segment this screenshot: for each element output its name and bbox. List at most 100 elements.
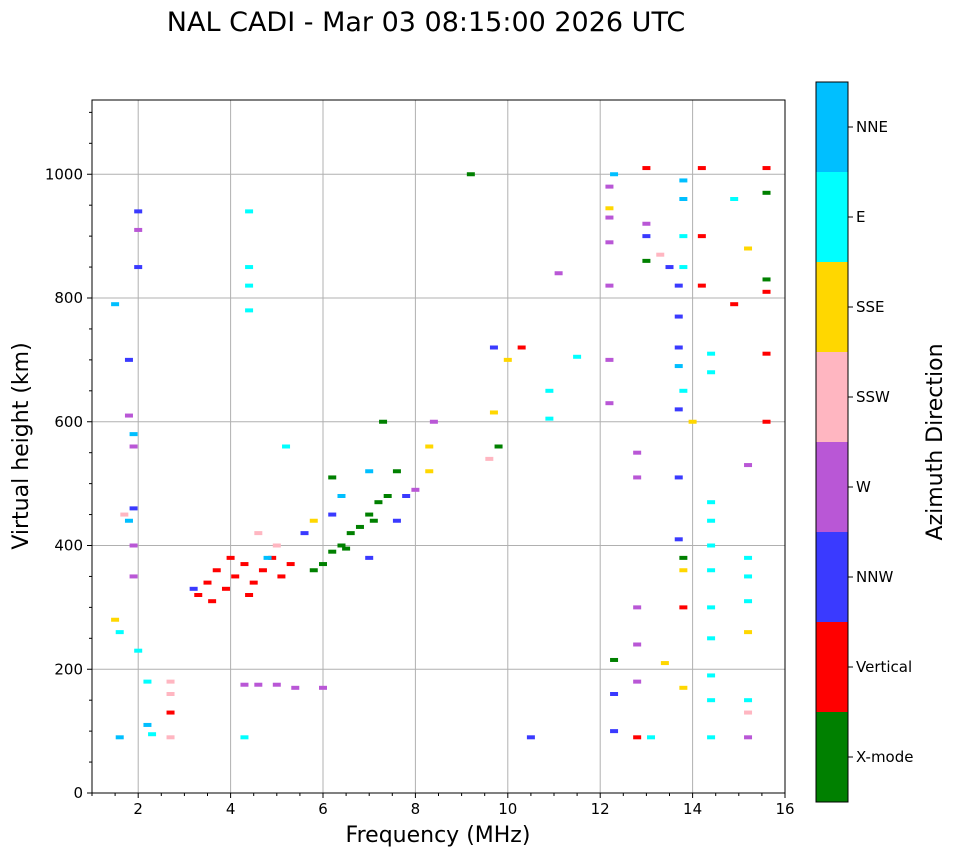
echo-point [129, 574, 138, 579]
echo-point [129, 444, 138, 449]
echo-point [489, 410, 498, 415]
echo-point [328, 549, 337, 554]
echo-point [245, 209, 254, 214]
echo-point [134, 648, 143, 653]
series-vertical [166, 166, 771, 740]
echo-point [263, 555, 272, 560]
echo-point [642, 258, 651, 263]
echo-point [231, 574, 240, 579]
chart-title: NAL CADI - Mar 03 08:15:00 2026 UTC [167, 7, 685, 38]
echo-point [392, 518, 401, 523]
echo-point [707, 698, 716, 703]
echo-point [674, 537, 683, 542]
echo-point [610, 172, 619, 177]
echo-point [485, 456, 494, 461]
echo-point [656, 252, 665, 257]
echo-point [277, 574, 286, 579]
echo-point [707, 518, 716, 523]
x-tick-label: 4 [226, 800, 236, 818]
echo-point [383, 494, 392, 498]
echo-point [429, 419, 438, 424]
echo-point [633, 605, 642, 610]
echo-point [679, 178, 688, 183]
echo-point [342, 546, 351, 551]
plot-background [92, 100, 785, 793]
echo-point [124, 357, 133, 362]
echo-point [707, 370, 716, 375]
echo-point [466, 172, 475, 177]
echo-point [129, 543, 138, 548]
echo-point [143, 722, 152, 727]
echo-point [526, 735, 535, 740]
echo-point [674, 407, 683, 412]
echo-point [425, 469, 434, 474]
echo-point [517, 345, 526, 350]
echo-point [337, 543, 346, 548]
echo-point [744, 698, 753, 703]
echo-point [258, 568, 267, 573]
echo-point [642, 234, 651, 239]
y-tick-label: 400 [54, 537, 83, 555]
echo-point [425, 444, 434, 449]
y-tick-label: 600 [54, 413, 83, 431]
echo-point [494, 444, 503, 449]
echo-point [762, 277, 771, 282]
echo-point [707, 500, 716, 505]
series-nne [111, 172, 688, 740]
echo-point [679, 388, 688, 393]
echo-point [674, 345, 683, 350]
series-w [124, 184, 753, 740]
echo-point [194, 593, 203, 597]
echo-point [744, 555, 753, 560]
echo-point [688, 419, 697, 424]
x-tick-label: 6 [318, 800, 328, 818]
y-axis: 0 200 400 600 800 1000 [45, 111, 92, 802]
echo-point [707, 735, 716, 740]
echo-point [707, 351, 716, 356]
echo-point [633, 475, 642, 480]
echo-point [642, 166, 651, 171]
echo-point [374, 500, 383, 505]
series-nnw [124, 209, 683, 740]
colorbar-segment [816, 82, 848, 172]
echo-point [240, 562, 249, 567]
echo-point [143, 679, 152, 684]
echo-point [240, 682, 249, 687]
colorbar-segment [816, 712, 848, 802]
echo-point [674, 314, 683, 319]
series-e [115, 197, 753, 740]
y-tick-label: 0 [73, 784, 83, 802]
echo-point [355, 524, 364, 529]
echo-point [647, 735, 656, 740]
colorbar-segment [816, 622, 848, 712]
x-axis-label: Frequency (MHz) [346, 823, 531, 848]
colorbar-segment [816, 352, 848, 442]
colorbar-segment [816, 262, 848, 352]
echo-point [337, 494, 346, 498]
echo-point [489, 345, 498, 350]
x-tick-label: 12 [591, 800, 610, 818]
echo-point [707, 568, 716, 573]
colorbar-tick-label: W [856, 478, 871, 496]
colorbar-tick-label: SSE [856, 298, 885, 316]
echo-point [319, 562, 327, 567]
echo-point [545, 416, 554, 421]
echo-point [610, 729, 619, 734]
echo-point [124, 518, 133, 523]
echo-point [744, 710, 753, 715]
echo-point [679, 197, 688, 201]
echo-point [744, 574, 753, 579]
echo-point [545, 388, 554, 393]
echo-point [605, 184, 614, 189]
echo-point [254, 531, 263, 536]
echo-point [762, 190, 771, 195]
echo-point [605, 215, 614, 220]
echo-point [245, 308, 254, 313]
echo-point [679, 685, 688, 690]
echo-point [679, 234, 688, 239]
echo-point [134, 209, 143, 214]
echo-point [365, 512, 374, 517]
echo-point [697, 166, 706, 171]
echo-point [573, 354, 582, 359]
echo-point [115, 630, 124, 635]
